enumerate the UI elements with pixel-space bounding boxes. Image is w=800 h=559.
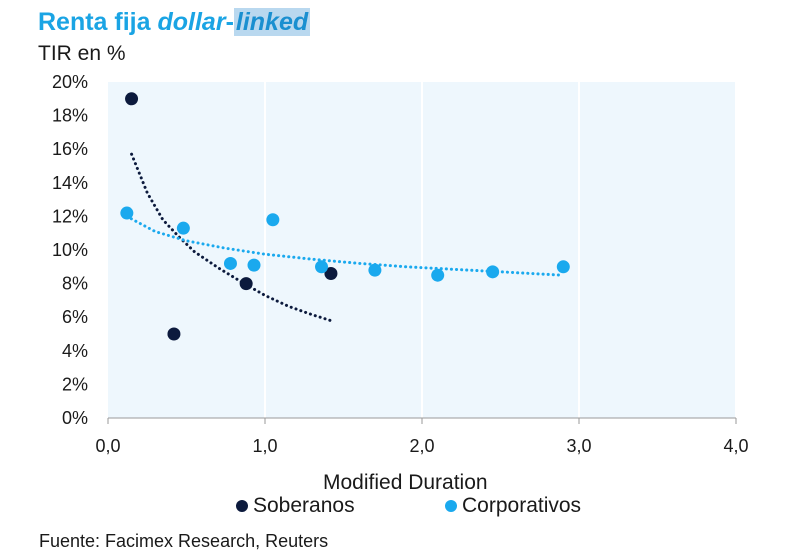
y-tick-label: 6% — [62, 307, 88, 327]
x-tick-label: 3,0 — [566, 436, 591, 456]
point-soberanos — [239, 277, 253, 291]
y-axis-ticks: 0% 2% 4% 6% 8% 10% 12% 14% 16% 18% 20% — [52, 72, 88, 428]
trendline-corporativos — [125, 214, 565, 277]
title-part-dollar: dollar — [157, 8, 226, 36]
y-tick-label: 0% — [62, 408, 88, 428]
point-corporativos — [556, 260, 570, 274]
y-tick-label: 8% — [62, 274, 88, 294]
data-points — [120, 92, 570, 341]
legend-label-corporativos: Corporativos — [462, 494, 582, 517]
point-soberanos — [167, 327, 181, 341]
y-tick-label: 4% — [62, 341, 88, 361]
legend-marker-corporativos — [445, 500, 457, 512]
x-tick-label: 4,0 — [723, 436, 748, 456]
y-tick-label: 10% — [52, 240, 88, 260]
x-tick-label: 2,0 — [409, 436, 434, 456]
y-tick-label: 14% — [52, 173, 88, 193]
legend-item-soberanos: Soberanos — [236, 494, 355, 518]
point-corporativos — [247, 258, 261, 272]
legend-label-soberanos: Soberanos — [253, 494, 355, 517]
point-corporativos — [315, 260, 329, 274]
y-axis-title: TIR en % — [38, 42, 126, 65]
y-tick-label: 12% — [52, 206, 88, 226]
point-corporativos — [120, 206, 134, 220]
y-tick-label: 20% — [52, 72, 88, 92]
point-corporativos — [431, 268, 445, 282]
x-axis-ticks: 0,0 1,0 2,0 3,0 4,0 — [95, 418, 749, 456]
y-tick-label: 2% — [62, 374, 88, 394]
trendline-soberanos — [130, 152, 333, 323]
trendlines — [125, 152, 565, 323]
x-tick-label: 0,0 — [95, 436, 120, 456]
point-corporativos — [223, 256, 237, 270]
x-axis-title: Modified Duration — [323, 471, 488, 494]
point-soberanos — [125, 92, 139, 106]
chart-title: Renta fija dollar-linked — [38, 8, 311, 37]
title-part-linked-highlighted: linked — [233, 8, 311, 36]
source-note: Fuente: Facimex Research, Reuters — [39, 531, 329, 551]
x-tick-label: 1,0 — [252, 436, 277, 456]
y-tick-label: 16% — [52, 139, 88, 159]
title-part-plain: Renta fija — [38, 8, 158, 36]
point-corporativos — [176, 221, 190, 235]
point-soberanos — [324, 267, 338, 281]
title-part-hyphen: - — [225, 8, 234, 36]
gridlines — [264, 82, 737, 418]
legend-marker-soberanos — [236, 500, 248, 512]
y-tick-label: 18% — [52, 106, 88, 126]
legend-item-corporativos: Corporativos — [445, 494, 581, 518]
point-corporativos — [266, 213, 280, 227]
point-corporativos — [486, 265, 500, 279]
point-corporativos — [368, 263, 382, 277]
